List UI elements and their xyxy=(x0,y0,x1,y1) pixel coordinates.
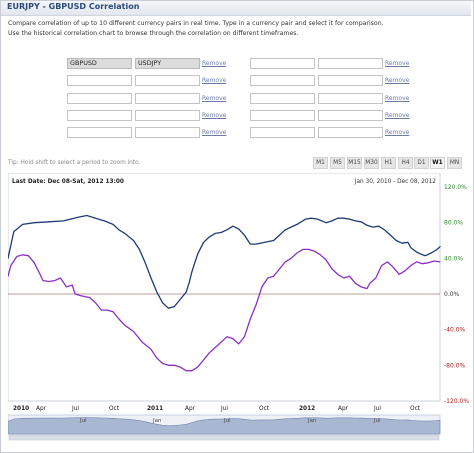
pair-3-second-currency[interactable] xyxy=(135,93,200,104)
pair-7-first-currency[interactable] xyxy=(250,75,315,86)
timeframe-w1-button[interactable]: W1 xyxy=(430,157,445,169)
x-tick-label: 2011 xyxy=(147,406,163,412)
y-tick-label: -120.0% xyxy=(444,398,469,405)
x-tick-label: Oct xyxy=(259,406,270,412)
pair-7-second-currency[interactable] xyxy=(318,75,383,86)
pair-1-first-currency[interactable]: GBPUSD xyxy=(67,58,132,69)
pair-10-remove-link[interactable]: Remove xyxy=(385,129,410,136)
pair-5-first-currency[interactable] xyxy=(67,127,132,138)
panel-titlebar: EURJPY - GBPUSD Correlation xyxy=(1,1,471,16)
pair-9-second-currency[interactable] xyxy=(318,110,383,121)
pair-7-remove-link[interactable]: Remove xyxy=(385,77,410,84)
pair-4-second-currency[interactable] xyxy=(135,110,200,121)
pair-5-second-currency[interactable] xyxy=(135,127,200,138)
pair-1-second-currency[interactable]: USDJPY xyxy=(135,58,200,69)
pair-8-first-currency[interactable] xyxy=(250,93,315,104)
description-line-1: Compare correlation of up to 10 differen… xyxy=(8,20,384,27)
timeframe-h1-button[interactable]: H1 xyxy=(381,157,396,169)
x-tick-label: Apr xyxy=(185,406,196,412)
y-tick-label: -40.0% xyxy=(444,327,466,334)
x-tick-label: Jul xyxy=(220,406,228,412)
pair-8-second-currency[interactable] xyxy=(318,93,383,104)
x-tick-label: Apr xyxy=(36,406,47,412)
y-tick-label: 40.0% xyxy=(444,255,463,262)
timeframe-mn-button[interactable]: MN xyxy=(447,157,462,169)
pair-10-second-currency[interactable] xyxy=(318,127,383,138)
description-line-2: Use the historical correlation chart to … xyxy=(8,30,299,37)
x-tick-label: 2012 xyxy=(299,406,315,412)
range-navigator[interactable]: Jul Jan Jul Jan Jul xyxy=(7,414,441,441)
timeframe-h4-button[interactable]: H4 xyxy=(398,157,413,169)
pair-2-first-currency[interactable] xyxy=(67,75,132,86)
date-range-label: Jan 30, 2010 - Dec 08, 2012 xyxy=(354,179,437,185)
pair-5-remove-link[interactable]: Remove xyxy=(202,129,227,136)
y-tick-label: 80.0% xyxy=(444,220,463,227)
x-tick-label: Jul xyxy=(373,406,381,412)
pair-6-remove-link[interactable]: Remove xyxy=(385,60,410,67)
timeframe-d1-button[interactable]: D1 xyxy=(414,157,429,169)
x-tick-label: Apr xyxy=(338,406,349,412)
navigator-scrollbar[interactable] xyxy=(8,434,440,441)
pair-1-remove-link[interactable]: Remove xyxy=(202,60,227,67)
y-tick-label: -80.0% xyxy=(444,362,466,369)
series-1-line xyxy=(7,214,441,309)
navigator-label: Jul xyxy=(373,418,381,424)
pair-9-first-currency[interactable] xyxy=(250,110,315,121)
y-tick-label: 120.0% xyxy=(444,184,467,191)
timeframe-m5-button[interactable]: M5 xyxy=(330,157,345,169)
panel-title: EURJPY - GBPUSD Correlation xyxy=(7,2,140,11)
x-tick-label: 2010 xyxy=(13,406,29,412)
y-axis: 120.0% 80.0% 40.0% 0.0% -40.0% -80.0% -120.0% xyxy=(444,184,469,405)
navigator-label: Jul xyxy=(223,418,231,424)
pair-9-remove-link[interactable]: Remove xyxy=(385,112,410,119)
timeframe-m30-button[interactable]: M30 xyxy=(364,157,379,169)
pair-3-remove-link[interactable]: Remove xyxy=(202,95,227,102)
y-tick-label: 0.0% xyxy=(444,291,460,298)
series-2-line xyxy=(7,248,441,372)
series-group xyxy=(7,214,441,372)
pair-2-second-currency[interactable] xyxy=(135,75,200,86)
pair-3-first-currency[interactable] xyxy=(67,93,132,104)
timeframe-m1-button[interactable]: M1 xyxy=(313,157,328,169)
x-tick-label: Oct xyxy=(109,406,120,412)
pair-2-remove-link[interactable]: Remove xyxy=(202,77,227,84)
x-tick-label: Jul xyxy=(71,406,79,412)
pair-6-second-currency[interactable] xyxy=(318,58,383,69)
correlation-chart[interactable]: Last Date: Dec 08-Sat, 2012 13:00 Jan 30… xyxy=(7,172,472,443)
x-tick-label: Oct xyxy=(410,406,421,412)
timeframe-m15-button[interactable]: M15 xyxy=(347,157,362,169)
pair-6-first-currency[interactable] xyxy=(250,58,315,69)
correlation-chart-svg[interactable]: Last Date: Dec 08-Sat, 2012 13:00 Jan 30… xyxy=(7,172,472,443)
pair-4-first-currency[interactable] xyxy=(67,110,132,121)
pair-4-remove-link[interactable]: Remove xyxy=(202,112,227,119)
zoom-tip: Tip: Hold shift to select a period to zo… xyxy=(8,160,141,166)
pair-10-first-currency[interactable] xyxy=(250,127,315,138)
navigator-label: Jul xyxy=(79,418,87,424)
x-axis: 2010 Apr Jul Oct 2011 Apr Jul Oct 2012 Apr Jul Oct xyxy=(13,406,421,412)
navigator-label: Jan xyxy=(307,418,316,424)
navigator-label: Jan xyxy=(152,418,161,424)
last-date-label: Last Date: Dec 08-Sat, 2012 13:00 xyxy=(12,179,124,185)
pair-8-remove-link[interactable]: Remove xyxy=(385,95,410,102)
navigator-area xyxy=(7,417,441,435)
